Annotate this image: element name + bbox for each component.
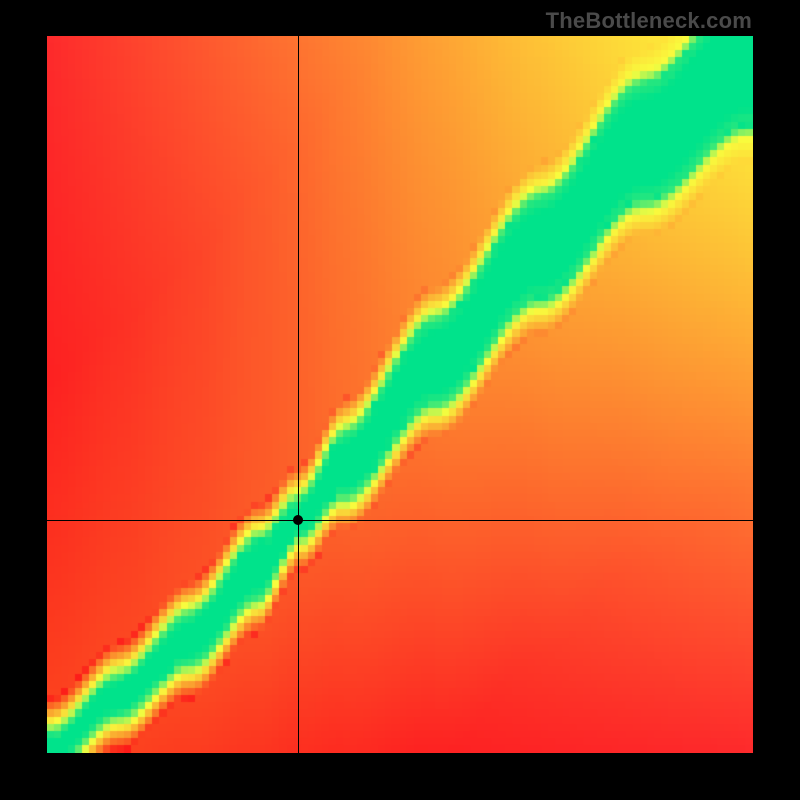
figure-outer: TheBottleneck.com	[0, 0, 800, 800]
crosshair-horizontal	[47, 520, 753, 521]
crosshair-vertical	[298, 36, 299, 753]
crosshair-marker	[293, 515, 303, 525]
heatmap-canvas	[47, 36, 753, 753]
watermark-text: TheBottleneck.com	[546, 8, 752, 34]
plot-area	[47, 36, 753, 753]
